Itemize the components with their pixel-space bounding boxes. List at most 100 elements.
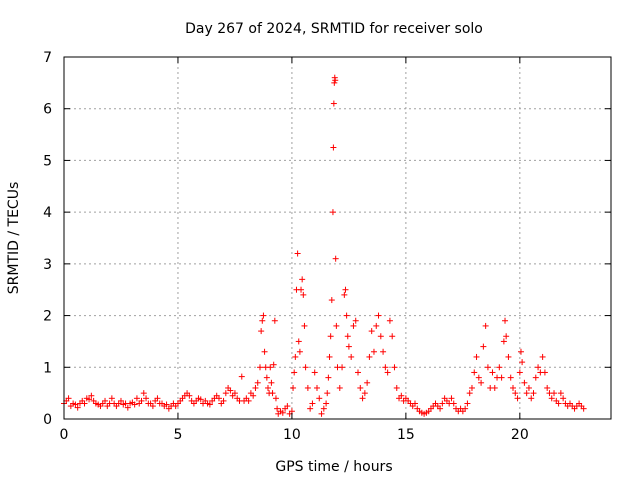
data-point xyxy=(138,397,145,404)
data-point xyxy=(466,390,473,397)
data-point xyxy=(316,395,323,402)
data-point xyxy=(302,364,309,371)
data-point xyxy=(320,405,327,412)
data-point xyxy=(482,322,489,329)
data-point xyxy=(512,390,519,397)
data-point xyxy=(521,379,528,386)
data-point xyxy=(366,353,373,360)
data-point xyxy=(502,317,509,324)
data-point xyxy=(332,77,339,84)
data-point xyxy=(384,369,391,376)
grid-lines xyxy=(64,57,611,419)
data-point xyxy=(215,395,222,402)
data-point xyxy=(532,374,539,381)
data-point xyxy=(250,392,257,399)
data-point xyxy=(88,392,95,399)
y-tick-label: 2 xyxy=(43,309,52,325)
data-point xyxy=(352,317,359,324)
data-point xyxy=(348,353,355,360)
data-point xyxy=(163,401,170,408)
data-point xyxy=(498,374,505,381)
data-point xyxy=(274,405,281,412)
data-point xyxy=(500,338,507,345)
data-point xyxy=(373,322,380,329)
data-point xyxy=(535,364,542,371)
axes: 0 5 10 15 20 0 1 2 3 4 5 6 7 xyxy=(43,50,611,443)
data-point xyxy=(525,384,532,391)
data-point xyxy=(332,255,339,262)
data-point xyxy=(149,403,156,410)
data-point xyxy=(551,390,558,397)
data-point xyxy=(329,209,336,216)
data-point xyxy=(81,400,88,407)
data-point xyxy=(330,144,337,151)
data-point xyxy=(324,390,331,397)
data-point xyxy=(516,369,523,376)
data-point xyxy=(318,410,325,417)
data-point xyxy=(257,364,264,371)
x-tick-label: 15 xyxy=(397,427,415,443)
y-tick-label: 0 xyxy=(43,412,52,428)
data-point xyxy=(290,384,297,391)
chart-title: Day 267 of 2024, SRMTID for receiver sol… xyxy=(185,21,483,37)
data-point xyxy=(298,286,305,293)
data-point xyxy=(327,333,334,340)
data-point xyxy=(267,364,274,371)
data-point xyxy=(541,369,548,376)
data-point xyxy=(331,79,338,86)
data-point xyxy=(336,384,343,391)
data-point xyxy=(272,395,279,402)
data-point xyxy=(517,348,524,355)
data-point xyxy=(473,353,480,360)
data-point xyxy=(580,405,587,412)
data-point xyxy=(509,384,516,391)
y-tick-label: 3 xyxy=(43,257,52,273)
data-point xyxy=(296,348,303,355)
data-point xyxy=(357,384,364,391)
data-point xyxy=(411,400,418,407)
data-point xyxy=(108,395,115,402)
data-point xyxy=(359,395,366,402)
data-point xyxy=(437,405,444,412)
data-point xyxy=(325,374,332,381)
data-point xyxy=(143,395,150,402)
data-point xyxy=(124,404,131,411)
data-point xyxy=(65,395,72,402)
data-point xyxy=(140,390,147,397)
data-point xyxy=(252,384,259,391)
data-point xyxy=(292,353,299,360)
data-point xyxy=(475,374,482,381)
data-point xyxy=(102,397,109,404)
data-point xyxy=(154,395,161,402)
data-point xyxy=(307,405,314,412)
data-point xyxy=(268,379,275,386)
data-point xyxy=(197,396,204,403)
data-point xyxy=(206,401,213,408)
data-point xyxy=(74,404,81,411)
plot-frame xyxy=(63,56,612,420)
data-point xyxy=(505,353,512,360)
data-point xyxy=(370,348,377,355)
data-point xyxy=(259,317,266,324)
data-point xyxy=(263,374,270,381)
data-points xyxy=(61,74,587,417)
data-point xyxy=(269,390,276,397)
data-point xyxy=(528,395,535,402)
data-point xyxy=(464,400,471,407)
data-point xyxy=(389,333,396,340)
data-point xyxy=(270,361,277,368)
data-point xyxy=(339,364,346,371)
data-point xyxy=(364,379,371,386)
x-axis-label: GPS time / hours xyxy=(275,459,392,475)
data-point xyxy=(309,400,316,407)
data-point xyxy=(117,397,124,404)
data-point xyxy=(471,369,478,376)
data-point xyxy=(391,364,398,371)
data-point xyxy=(72,401,79,408)
data-point xyxy=(299,276,306,283)
data-point xyxy=(380,348,387,355)
data-point xyxy=(496,364,503,371)
data-point xyxy=(323,400,330,407)
y-tick-label: 1 xyxy=(43,360,52,376)
